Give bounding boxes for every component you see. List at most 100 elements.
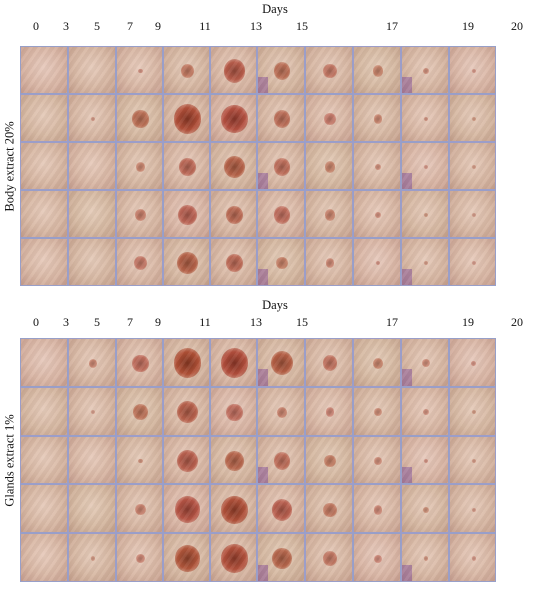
wound-photo [305, 142, 353, 190]
wound-photo [68, 484, 116, 534]
wound-mark [273, 110, 291, 128]
wound-photo [305, 238, 353, 286]
wound-mark [221, 544, 248, 573]
wound-mark [88, 358, 98, 369]
wound-mark [273, 158, 291, 176]
wound-photo [163, 435, 210, 485]
wound-photo [68, 94, 116, 142]
day-label: 20 [511, 19, 523, 33]
wound-mark [373, 114, 383, 124]
day-label: 3 [63, 19, 69, 33]
wound-photo [449, 190, 496, 238]
wound-photo [353, 46, 401, 94]
backdrop [402, 564, 413, 581]
wound-photo [305, 190, 353, 238]
wound-mark [323, 502, 337, 517]
wound-photo [401, 238, 449, 286]
wound-photo [257, 46, 305, 94]
wound-mark [424, 260, 428, 266]
wound-mark [180, 63, 195, 79]
wound-mark [324, 454, 336, 468]
wound-mark [225, 450, 244, 472]
day-label: 19 [462, 315, 474, 329]
wound-mark [471, 410, 476, 415]
wound-mark [132, 110, 149, 128]
wound-photo [210, 435, 257, 485]
wound-photo [449, 46, 496, 94]
wound-mark [91, 116, 95, 122]
wound-photo [210, 238, 257, 286]
wound-photo [257, 190, 305, 238]
day-label: 11 [199, 315, 211, 329]
wound-mark [177, 401, 198, 424]
wound-mark [422, 359, 430, 368]
wound-photo [163, 484, 210, 534]
wound-photo [20, 435, 68, 485]
days-title: Days [262, 298, 288, 312]
wound-photo [353, 142, 401, 190]
wound-photo [20, 386, 68, 436]
wound-photo [20, 94, 68, 142]
wound-photo [210, 190, 257, 238]
day-label: 9 [155, 19, 161, 33]
wound-photo [305, 386, 353, 436]
wound-photo [257, 338, 305, 387]
wound-photo [68, 386, 116, 436]
wound-photo [449, 94, 496, 142]
wound-photo [401, 142, 449, 190]
wound-photo [449, 386, 496, 436]
wound-mark [220, 348, 249, 379]
wound-photo [116, 435, 163, 485]
wound-mark [225, 205, 244, 225]
wound-mark [471, 556, 476, 561]
wound-photo [116, 94, 163, 142]
wound-photo [163, 190, 210, 238]
photo-grid-glands-extract [20, 338, 496, 582]
wound-mark [423, 408, 429, 416]
wound-photo [305, 484, 353, 534]
wound-photo [257, 94, 305, 142]
wound-photo [257, 533, 305, 582]
days-title: Days [262, 2, 288, 16]
wound-photo [257, 435, 305, 485]
wound-mark [322, 355, 338, 372]
wound-mark [132, 354, 149, 373]
day-label: 7 [127, 315, 133, 329]
wound-mark [177, 449, 198, 472]
wound-mark [178, 204, 197, 226]
wound-mark [423, 458, 429, 464]
wound-photo [449, 142, 496, 190]
wound-photo [210, 46, 257, 94]
day-label: 17 [386, 315, 398, 329]
backdrop [402, 268, 413, 285]
wound-photo [353, 190, 401, 238]
wound-mark [324, 161, 336, 173]
wound-photo [257, 238, 305, 286]
wound-mark [471, 458, 476, 464]
wound-mark [175, 545, 200, 572]
wound-photo [116, 142, 163, 190]
wound-photo [210, 94, 257, 142]
wound-mark [138, 68, 143, 74]
wound-mark [471, 507, 476, 512]
wound-photo [257, 386, 305, 436]
photo-grid-body-extract [20, 46, 496, 286]
wound-photo [116, 386, 163, 436]
wound-mark [133, 255, 148, 271]
wound-mark [276, 256, 288, 270]
backdrop [402, 369, 413, 386]
wound-mark [225, 253, 244, 273]
wound-photo [210, 142, 257, 190]
wound-mark [423, 556, 429, 561]
wound-photo [163, 386, 210, 436]
wound-photo [68, 190, 116, 238]
wound-photo [305, 435, 353, 485]
day-label: 13 [250, 19, 262, 33]
wound-mark [91, 556, 95, 561]
wound-photo [20, 238, 68, 286]
wound-photo [353, 533, 401, 582]
wound-mark [271, 498, 293, 522]
wound-photo [305, 94, 353, 142]
wound-photo [163, 94, 210, 142]
wound-mark [135, 504, 146, 516]
